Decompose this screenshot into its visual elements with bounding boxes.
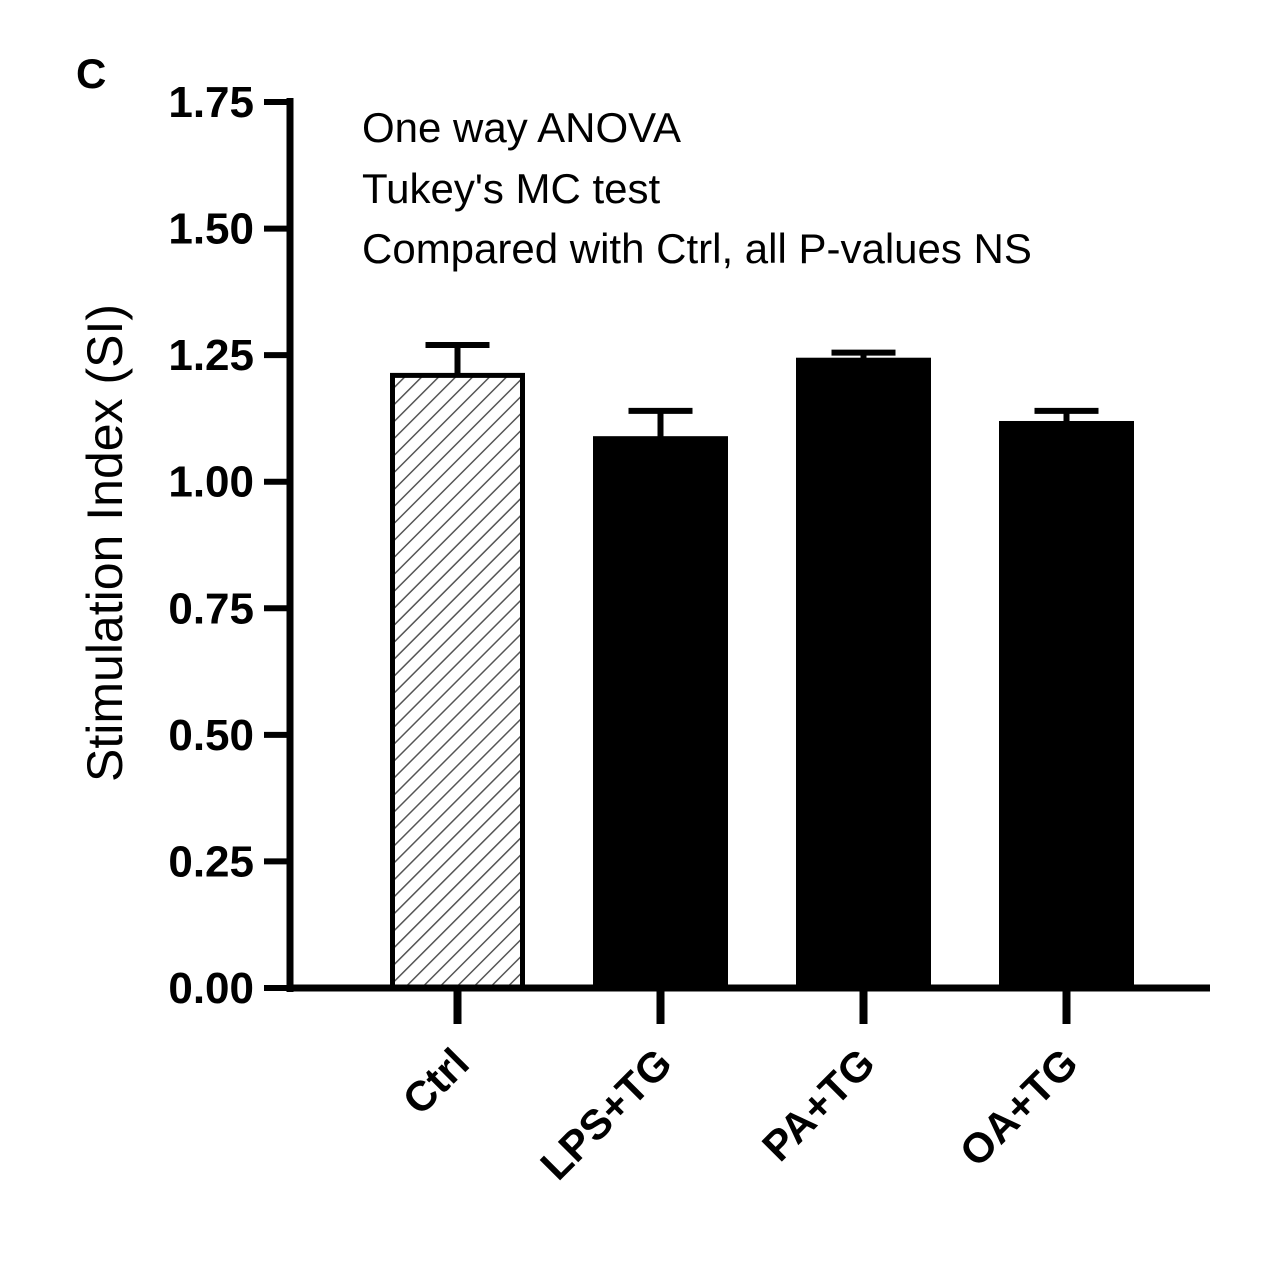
x-tick-label: LPS+TG <box>531 1039 681 1189</box>
x-tick-label: OA+TG <box>950 1039 1086 1175</box>
error-bars-group <box>425 342 1099 439</box>
x-tick-label: Ctrl <box>393 1039 477 1123</box>
y-tick-label: 0.50 <box>168 711 254 760</box>
bar-oa-tg <box>999 420 1134 991</box>
y-tick-label: 0.25 <box>168 837 254 886</box>
statistics-annotation: One way ANOVA Tukey's MC test Compared w… <box>362 104 1032 272</box>
annotation-line-3: Compared with Ctrl, all P-values NS <box>362 225 1032 272</box>
y-tick-label: 1.00 <box>168 458 254 507</box>
axes-group <box>286 98 1210 992</box>
y-tick-label: 1.50 <box>168 205 254 254</box>
y-tick-label: 1.75 <box>168 78 254 127</box>
bar-ctrl <box>390 372 525 991</box>
bars-group <box>390 357 1134 991</box>
x-tick-label: PA+TG <box>753 1039 884 1170</box>
annotation-line-1: One way ANOVA <box>362 104 681 151</box>
x-ticks-group: Ctrl LPS+TG PA+TG OA+TG <box>393 988 1087 1189</box>
bar-pa-tg <box>796 357 931 991</box>
y-ticks-group: 0.00 0.25 0.50 0.75 1.00 1.25 1.50 1.75 <box>168 78 290 1013</box>
y-tick-label: 1.25 <box>168 331 254 380</box>
y-axis-title: Stimulation Index (SI) <box>77 304 133 782</box>
annotation-line-2: Tukey's MC test <box>362 165 661 212</box>
bar-lps-tg <box>593 436 728 991</box>
y-tick-label: 0.00 <box>168 964 254 1013</box>
y-tick-label: 0.75 <box>168 584 254 633</box>
panel-letter: C <box>76 50 106 97</box>
